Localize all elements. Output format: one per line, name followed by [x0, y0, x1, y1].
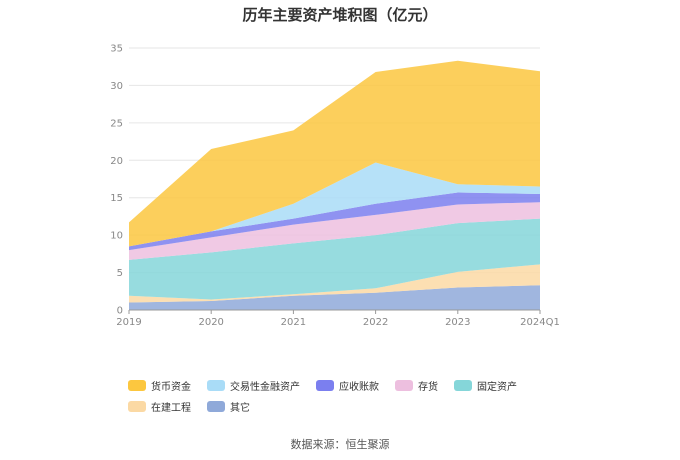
x-tick-label: 2023 [445, 317, 470, 328]
area-series-4[interactable] [129, 192, 540, 251]
y-tick-label: 20 [110, 156, 123, 167]
chart-title: 历年主要资产堆积图（亿元） [242, 6, 438, 24]
area-series-6[interactable] [129, 60, 540, 247]
legend-label: 在建工程 [151, 403, 191, 414]
legend-label: 固定资产 [477, 382, 517, 393]
legend-swatch [207, 401, 225, 412]
area-series-5[interactable] [129, 162, 540, 247]
legend-swatch [128, 380, 146, 391]
y-axis-ticks: 0 5 10 15 20 25 30 35 [110, 44, 123, 317]
area-series-0[interactable] [129, 285, 540, 310]
area-series [129, 60, 540, 310]
legend-swatch [207, 380, 225, 391]
legend-swatch [128, 401, 146, 412]
y-tick-label: 30 [110, 81, 123, 92]
y-tick-label: 10 [110, 231, 123, 242]
source-note: 数据来源：恒生聚源 [290, 438, 390, 451]
legend-label: 存货 [418, 382, 438, 393]
area-series-1[interactable] [129, 264, 540, 303]
x-tick-label: 2020 [198, 317, 223, 328]
x-tick-label: 2024Q1 [520, 317, 560, 328]
x-tick-label: 2022 [363, 317, 388, 328]
legend-item-4[interactable]: 固定资产 [454, 378, 517, 393]
y-tick-label: 35 [110, 44, 123, 55]
legend-swatch [395, 380, 413, 391]
legend-swatch [316, 380, 334, 391]
x-tick-label: 2019 [116, 317, 141, 328]
x-axis-ticks: 2019 2020 2021 2022 2023 2024Q1 [116, 310, 560, 328]
legend-item-2[interactable]: 应收账款 [316, 378, 379, 393]
area-series-3[interactable] [129, 202, 540, 260]
legend-item-0[interactable]: 货币资金 [128, 378, 191, 393]
x-tick-label: 2021 [281, 317, 306, 328]
legend-label: 交易性金融资产 [230, 382, 300, 393]
legend-label: 应收账款 [339, 382, 379, 393]
y-tick-label: 15 [110, 193, 123, 204]
legend-label: 货币资金 [151, 382, 191, 393]
legend-item-1[interactable]: 交易性金融资产 [207, 378, 300, 393]
legend-swatch [454, 380, 472, 391]
y-tick-label: 0 [117, 306, 123, 317]
legend-label: 其它 [230, 403, 250, 414]
y-tick-label: 5 [117, 268, 123, 279]
legend-item-5[interactable]: 在建工程 [128, 399, 191, 414]
area-series-2[interactable] [129, 218, 540, 300]
y-tick-label: 25 [110, 118, 123, 129]
legend: 货币资金 交易性金融资产 应收账款 存货 固定资产在建工程 其它 [128, 378, 588, 414]
legend-item-6[interactable]: 其它 [207, 399, 250, 414]
legend-item-3[interactable]: 存货 [395, 378, 438, 393]
stacked-area-chart: 0 5 10 15 20 25 30 35 2019 2020 2021 2022 2023 2024Q… [110, 44, 560, 329]
